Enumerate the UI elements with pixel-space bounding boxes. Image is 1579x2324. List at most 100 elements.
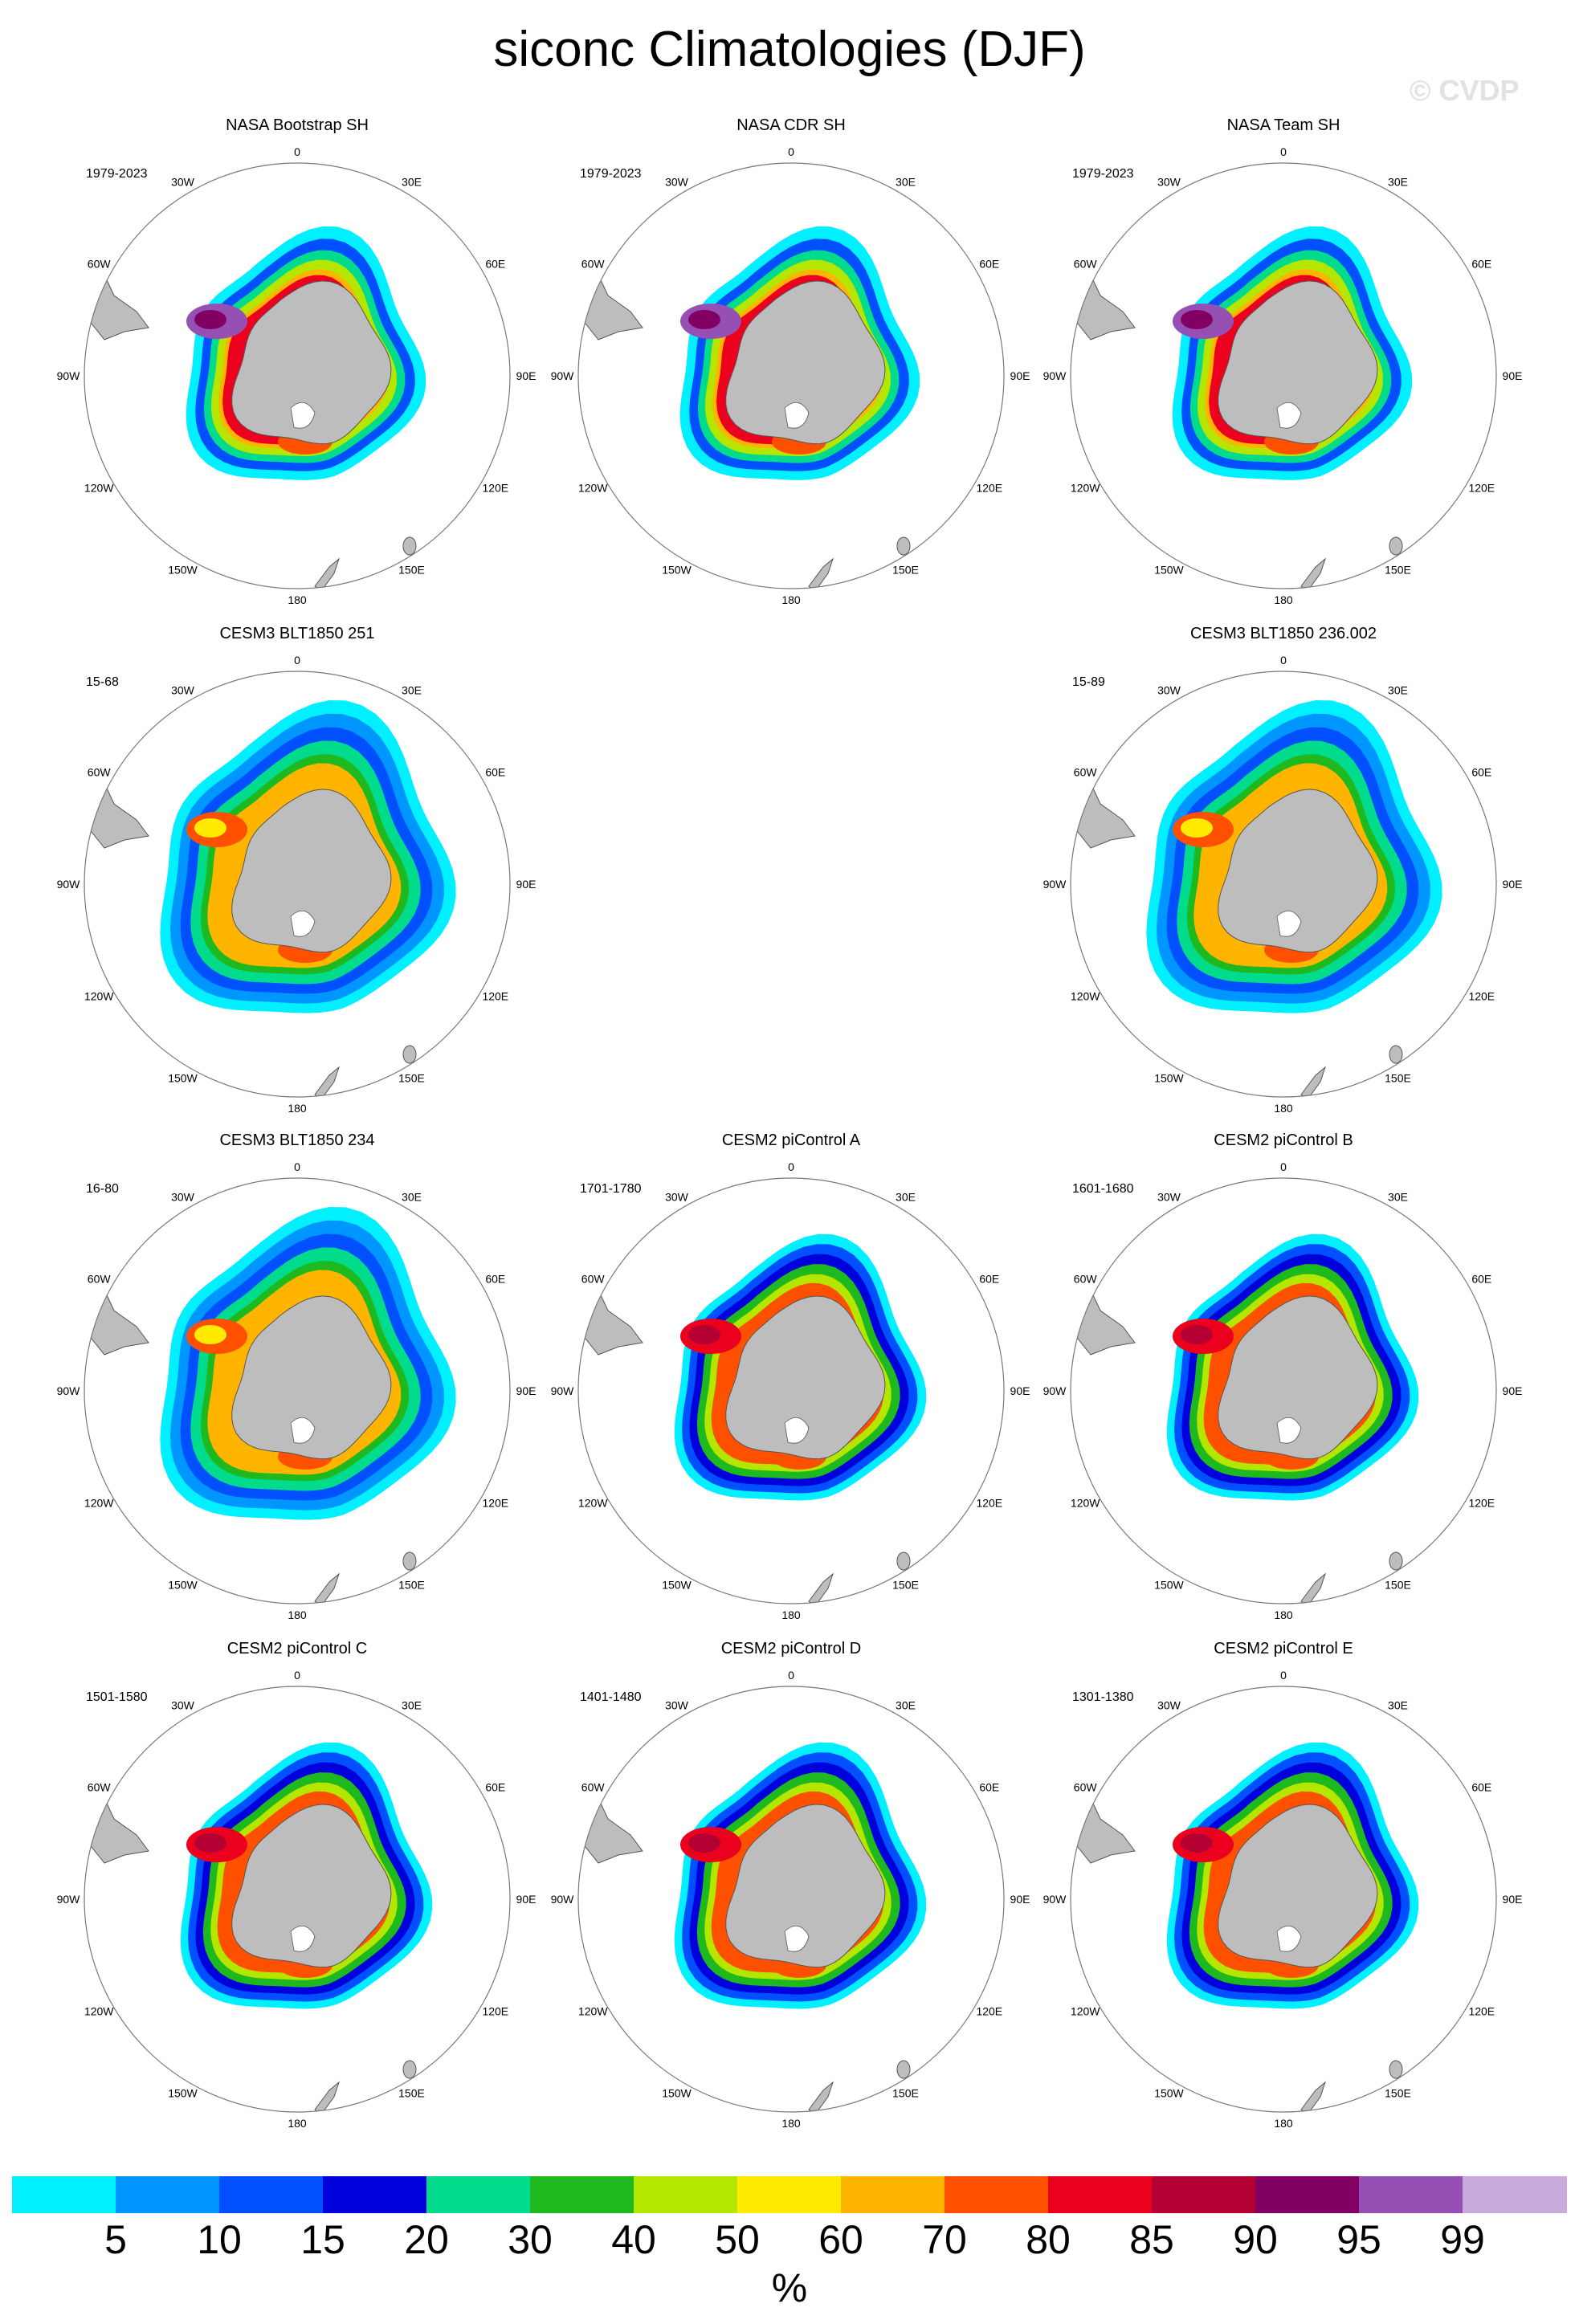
map-boundary: [577, 1177, 1005, 1604]
map-panel: 0 30E 60E 90E 120E 150E 180 150W 120W 90W 60W 30W NA…: [48, 116, 546, 614]
longitude-label: 60E: [1471, 1781, 1491, 1794]
weddell-core: [1181, 1325, 1213, 1344]
longitude-label: 90W: [57, 1384, 81, 1397]
map-boundary: [84, 1686, 511, 2113]
longitude-label: 60E: [979, 1273, 999, 1286]
ice-shelf: [1276, 910, 1302, 937]
colorbar-cell: [1463, 2176, 1567, 2213]
longitude-label: 90E: [1503, 1893, 1523, 1906]
longitude-label: 60W: [581, 1781, 606, 1794]
colorbar-cell: [1359, 2176, 1463, 2213]
panel-title: NASA Team SH: [1226, 116, 1340, 134]
longitude-label: 60W: [1074, 766, 1098, 779]
weddell-core: [1181, 310, 1213, 329]
longitude-label: 30W: [665, 1190, 689, 1203]
longitude-label: 120W: [1071, 1497, 1100, 1510]
antarctica-landmass: [231, 1295, 392, 1460]
longitude-label: 120W: [1071, 990, 1100, 1003]
polar-map: 0 30E 60E 90E 120E 150E 180 150W 120W 90W 60W 30W: [551, 1669, 1030, 2130]
longitude-label: 90E: [1503, 1384, 1523, 1397]
longitude-label: 150W: [1154, 2087, 1184, 2100]
tasmania: [1389, 536, 1403, 556]
colorbar-cell: [530, 2176, 634, 2213]
longitude-label: 0: [1280, 654, 1287, 667]
polar-map: 0 30E 60E 90E 120E 150E 180 150W 120W 90W 60W 30W: [1043, 1160, 1523, 1621]
polar-map: 0 30E 60E 90E 120E 150E 180 150W 120W 90W 60W 30W: [551, 1160, 1030, 1621]
longitude-label: 90W: [551, 1384, 575, 1397]
panel-title: CESM3 BLT1850 236.002: [1189, 625, 1377, 642]
weddell-core: [688, 1833, 720, 1853]
panel-years: 1301-1380: [1072, 1690, 1134, 1704]
longitude-label: 150E: [398, 1579, 425, 1592]
new-zealand: [314, 1572, 341, 1604]
longitude-label: 60E: [485, 258, 505, 271]
antarctica-landmass: [231, 280, 392, 445]
longitude-label: 150W: [1154, 1072, 1184, 1085]
panel-years: 15-68: [86, 675, 119, 689]
longitude-label: 120E: [1468, 482, 1495, 495]
new-zealand: [1300, 2081, 1327, 2112]
colorbar-tick-label: 95: [1336, 2217, 1381, 2262]
map-boundary: [84, 1177, 511, 1604]
weddell-core: [688, 310, 720, 329]
panel-title: CESM3 BLT1850 251: [219, 625, 375, 642]
longitude-label: 150E: [398, 1072, 425, 1085]
longitude-label: 30E: [896, 1698, 916, 1711]
map-panel: 0 30E 60E 90E 120E 150E 180 150W 120W 90W 60W 30W CE…: [48, 1640, 546, 2138]
colorbar: [12, 2176, 1567, 2213]
longitude-label: 180: [1274, 1102, 1293, 1115]
panel-title: NASA CDR SH: [736, 116, 846, 134]
longitude-label: 0: [1280, 1669, 1287, 1682]
longitude-label: 60W: [88, 766, 112, 779]
longitude-label: 60E: [1471, 1273, 1491, 1286]
longitude-label: 180: [288, 2117, 307, 2130]
longitude-label: 180: [781, 593, 801, 606]
colorbar-cell: [945, 2176, 1049, 2213]
longitude-label: 0: [1280, 145, 1287, 158]
longitude-label: 30W: [171, 683, 195, 696]
panel-years: 1979-2023: [86, 167, 148, 181]
map-boundary: [577, 1686, 1005, 2113]
longitude-label: 0: [294, 145, 300, 158]
longitude-label: 60E: [485, 766, 505, 779]
ice-shelf: [1276, 1925, 1302, 1952]
longitude-label: 0: [294, 654, 300, 667]
weddell-core: [688, 1325, 720, 1344]
longitude-label: 30W: [171, 1190, 195, 1203]
watermark: © CVDP: [1410, 74, 1520, 107]
longitude-label: 60E: [979, 1781, 999, 1794]
longitude-label: 60W: [88, 258, 112, 271]
map-boundary: [1070, 671, 1497, 1098]
colorbar-tick-label: 70: [922, 2217, 967, 2262]
map-panel: 0 30E 60E 90E 120E 150E 180 150W 120W 90W 60W 30W CE…: [542, 1131, 1040, 1629]
longitude-label: 150W: [168, 1072, 198, 1085]
longitude-label: 0: [788, 1669, 794, 1682]
colorbar-cell: [1152, 2176, 1256, 2213]
new-zealand: [808, 557, 834, 589]
longitude-label: 0: [1280, 1160, 1287, 1173]
new-zealand: [1300, 1066, 1327, 1097]
colorbar-tick-label: 40: [611, 2217, 656, 2262]
map-boundary: [84, 162, 511, 589]
longitude-label: 0: [788, 1160, 794, 1173]
weddell-core: [1181, 1833, 1213, 1853]
colorbar-cell: [219, 2176, 324, 2213]
ice-shelf: [1276, 1417, 1302, 1444]
longitude-label: 30E: [1388, 1190, 1408, 1203]
longitude-label: 0: [788, 145, 794, 158]
longitude-label: 120E: [1468, 1497, 1495, 1510]
longitude-label: 180: [1274, 593, 1293, 606]
tasmania: [402, 536, 417, 556]
tasmania: [1389, 1045, 1403, 1064]
longitude-label: 30E: [402, 683, 422, 696]
longitude-label: 150W: [1154, 1579, 1184, 1592]
polar-map: 0 30E 60E 90E 120E 150E 180 150W 120W 90W 60W 30W: [1043, 145, 1523, 606]
longitude-label: 90W: [57, 1893, 81, 1906]
longitude-label: 120W: [84, 990, 114, 1003]
colorbar-cell: [323, 2176, 427, 2213]
colorbar-tick-label: 90: [1233, 2217, 1278, 2262]
longitude-label: 90W: [57, 878, 81, 891]
longitude-label: 120E: [482, 1497, 508, 1510]
longitude-label: 150W: [662, 2087, 692, 2100]
antarctica-landmass: [1218, 1804, 1378, 1968]
